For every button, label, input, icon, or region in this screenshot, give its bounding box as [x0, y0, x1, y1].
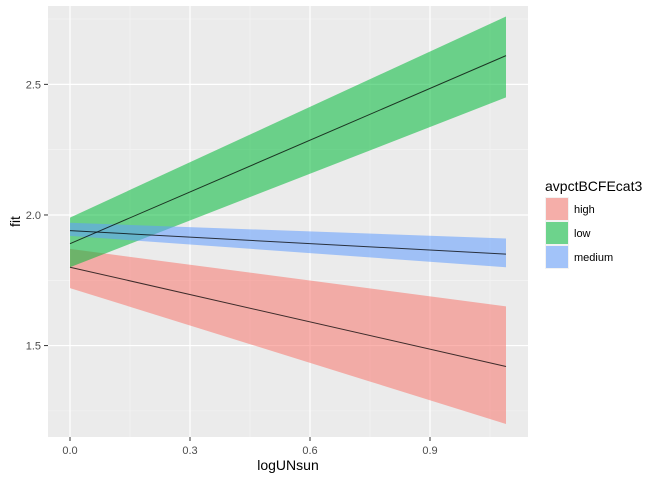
fit-lines: [69, 55, 507, 367]
legend-items: high low medium: [545, 197, 613, 269]
x-axis-title: logUNsun: [257, 457, 318, 473]
ribbon-medium: [70, 222, 506, 268]
axis-ticks: [44, 83, 431, 441]
legend-label-low: low: [574, 228, 591, 240]
legend-label-high: high: [574, 204, 595, 216]
y-axis-title: fit: [7, 216, 23, 227]
y-tick-label: 2.0: [26, 210, 41, 222]
x-tick-label: 0.6: [302, 445, 317, 457]
legend-key-medium: [546, 246, 568, 268]
legend-title: avpctBCFEcat3: [545, 178, 642, 194]
x-tick-label: 0.9: [422, 445, 437, 457]
ribbon-low: [70, 16, 506, 268]
legend-key-low: [546, 222, 568, 244]
x-tick-label: 0.0: [62, 445, 77, 457]
fit-line-medium: [69, 230, 507, 255]
ribbon-high: [70, 248, 506, 424]
y-tick-label: 2.5: [26, 79, 41, 91]
fit-line-low: [69, 55, 507, 245]
ribbons: [70, 16, 506, 424]
y-tick-label: 1.5: [26, 341, 41, 353]
legend-label-medium: medium: [574, 252, 613, 264]
fit-line-high: [69, 266, 507, 367]
legend-key-high: [546, 198, 568, 220]
axis-tick-labels: 0.0 0.3 0.6 0.9 1.5 2.0 2.5: [26, 79, 438, 457]
legend: avpctBCFEcat3 high low medium: [545, 178, 642, 269]
x-tick-label: 0.3: [182, 445, 197, 457]
